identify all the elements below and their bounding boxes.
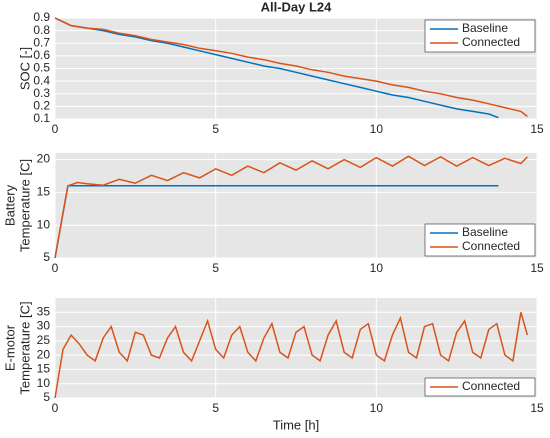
y-tick-label: 25 (37, 333, 51, 347)
legend-label: Connected (462, 239, 520, 253)
y-tick-label: 5 (43, 250, 50, 264)
y-tick-label: 0.9 (33, 10, 50, 24)
x-tick-label: 0 (52, 122, 59, 136)
y-tick-label: 10 (37, 376, 51, 390)
x-tick-label: 15 (530, 122, 544, 136)
legend-box (424, 19, 536, 53)
x-tick-label: 0 (52, 401, 59, 415)
y-tick-label: 0.6 (33, 48, 50, 62)
x-tick-label: 10 (370, 261, 384, 275)
y-tick-label: 35 (37, 304, 51, 318)
y-tick-label: 0.7 (33, 35, 50, 49)
y-axis-label: Battery (2, 184, 17, 226)
chart-title: All-Day L24 (261, 0, 333, 14)
y-tick-label: 30 (37, 319, 51, 333)
y-tick-label: 20 (37, 152, 51, 166)
legend-box (424, 223, 536, 257)
y-axis-label: Temperature [C] (17, 159, 32, 252)
legend-box (424, 377, 536, 397)
y-tick-label: 20 (37, 347, 51, 361)
y-tick-label: 0.5 (33, 61, 50, 75)
legend-label: Baseline (462, 21, 508, 35)
x-tick-label: 15 (530, 261, 544, 275)
x-tick-label: 0 (52, 261, 59, 275)
y-tick-label: 0.2 (33, 99, 50, 113)
x-tick-label: 5 (212, 122, 219, 136)
x-tick-label: 15 (530, 401, 544, 415)
x-tick-label: 10 (370, 122, 384, 136)
legend-label: Connected (462, 35, 520, 49)
x-tick-label: 5 (212, 261, 219, 275)
y-tick-label: 0.4 (33, 73, 50, 87)
y-axis-label: Temperature [C] (17, 301, 32, 394)
y-tick-label: 0.8 (33, 23, 50, 37)
series-line (54, 312, 529, 399)
y-tick-label: 15 (37, 362, 51, 376)
series-line (54, 17, 528, 118)
legend-label: Baseline (462, 225, 508, 239)
x-axis-label: Time [h] (273, 417, 319, 432)
y-tick-label: 5 (43, 390, 50, 404)
x-tick-label: 5 (212, 401, 219, 415)
y-tick-label: 15 (37, 185, 51, 199)
y-tick-label: 0.3 (33, 86, 50, 100)
y-tick-label: 10 (37, 217, 51, 231)
series-line (54, 155, 528, 259)
y-axis-label: SOC [-] (17, 47, 32, 90)
legend-label: Connected (462, 379, 520, 393)
x-tick-label: 10 (370, 401, 384, 415)
series-line (54, 17, 499, 119)
y-tick-label: 0.1 (33, 111, 50, 125)
y-axis-label: E-motor (2, 324, 17, 371)
